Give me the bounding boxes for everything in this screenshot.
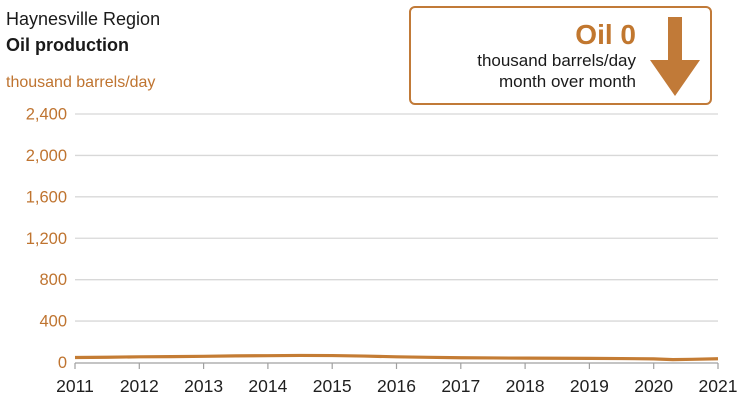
x-tick-label: 2016 [377, 376, 416, 396]
y-tick-label: 0 [58, 354, 67, 372]
y-tick-label: 1,200 [26, 230, 67, 248]
x-tick-label: 2021 [699, 376, 738, 396]
y-tick-label: 1,600 [26, 188, 67, 206]
y-tick-label: 2,000 [26, 147, 67, 165]
metric-title: Oil production [6, 35, 129, 55]
y-tick-label: 400 [39, 313, 67, 331]
month-over-month-callout: Oil 0 thousand barrels/day month over mo… [409, 6, 712, 105]
callout-units-line: thousand barrels/day [477, 50, 636, 70]
y-axis-units-label: thousand barrels/day [6, 74, 156, 91]
x-tick-label: 2014 [248, 376, 287, 396]
y-tick-label: 2,400 [26, 106, 67, 124]
x-tick-label: 2018 [506, 376, 545, 396]
x-tick-label: 2012 [120, 376, 159, 396]
down-arrow-icon [648, 14, 702, 98]
x-tick-label: 2011 [56, 376, 94, 396]
y-tick-label: 800 [39, 271, 67, 289]
x-tick-label: 2013 [184, 376, 223, 396]
x-tick-label: 2020 [634, 376, 673, 396]
region-title: Haynesville Region [6, 9, 161, 29]
callout-headline: Oil 0 [575, 18, 636, 50]
callout-text: Oil 0 thousand barrels/day month over mo… [421, 18, 648, 92]
x-tick-label: 2017 [441, 376, 480, 396]
oil-production-series [74, 353, 719, 362]
chart-header: Haynesville Region Oil production thousa… [6, 6, 160, 96]
x-tick-label: 2019 [570, 376, 609, 396]
x-tick-label: 2015 [313, 376, 352, 396]
callout-period-line: month over month [498, 71, 636, 91]
